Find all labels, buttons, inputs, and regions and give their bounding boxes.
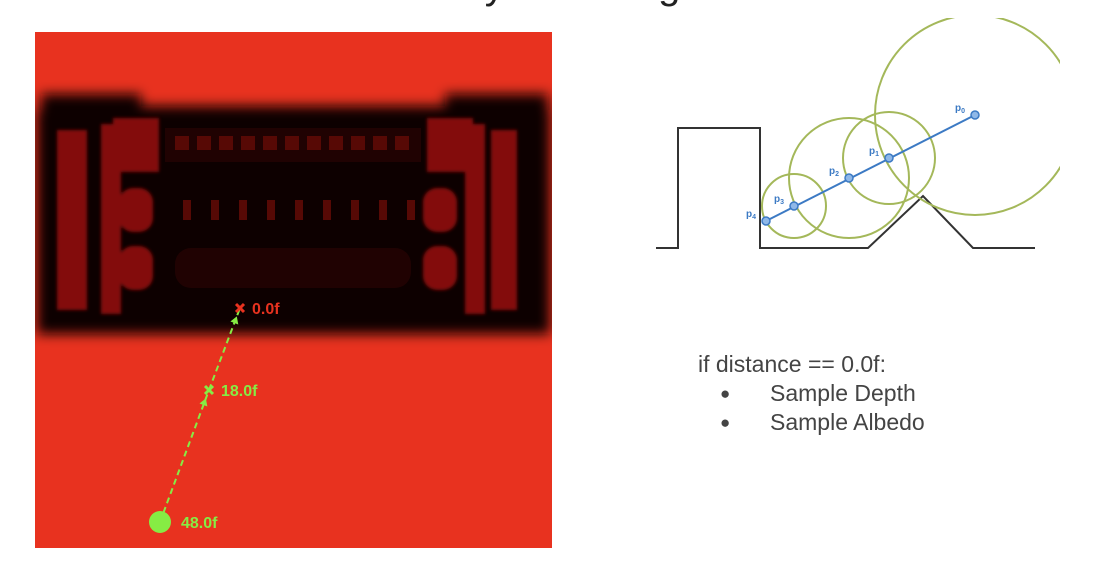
condition-line: if distance == 0.0f: — [698, 351, 886, 377]
ray-arrowhead — [230, 316, 239, 325]
page-title: Ray Marching — [0, 0, 1114, 8]
ray-point-labels: p0 p1 p2 p3 p4 — [746, 103, 965, 221]
ray-sample-point — [970, 110, 980, 120]
ray-line — [765, 114, 976, 222]
terrain-outline — [656, 127, 1035, 249]
action-list: Sample Depth Sample Albedo — [698, 379, 925, 437]
ray-sample-points — [761, 110, 980, 226]
ray-point-label: p1 — [869, 146, 879, 158]
hit-point-marker — [234, 302, 246, 314]
distance-circle — [761, 173, 827, 239]
ray-sample-point — [789, 201, 799, 211]
ray-point-label: p0 — [955, 103, 965, 115]
sphere-trace-diagram: p0 p1 p2 p3 p4 — [656, 18, 1060, 249]
safe-distance-circles — [761, 18, 1060, 239]
step-point-marker — [203, 384, 215, 396]
distance-label: 18.0f — [221, 383, 258, 400]
ray-sample-point — [884, 153, 894, 163]
sdf-sample-labels: 48.0f 18.0f 0.0f — [181, 301, 280, 532]
ray-sample-point — [761, 216, 771, 226]
action-item-albedo: Sample Albedo — [698, 408, 925, 437]
ray-segment — [159, 389, 210, 523]
action-item-depth: Sample Depth — [698, 379, 925, 408]
sampling-pseudocode: if distance == 0.0f: Sample Depth Sample… — [698, 350, 925, 437]
ray-point-label: p4 — [746, 209, 756, 221]
distance-label: 48.0f — [181, 515, 218, 532]
ray-point-label: p3 — [774, 194, 784, 206]
distance-circle — [842, 111, 936, 205]
ray-origin-point — [149, 511, 171, 533]
distance-circle — [788, 117, 910, 239]
distance-label: 0.0f — [252, 301, 280, 318]
building-silhouette — [37, 94, 550, 334]
sdf-ray-segments — [159, 307, 241, 523]
distance-circle — [874, 18, 1060, 216]
sdf-sample-points — [149, 302, 246, 533]
ray-point-label: p2 — [829, 166, 839, 178]
ray-arrowhead — [199, 398, 208, 407]
sdf-view: 48.0f 18.0f 0.0f — [35, 32, 552, 548]
ray-sample-point — [844, 173, 854, 183]
